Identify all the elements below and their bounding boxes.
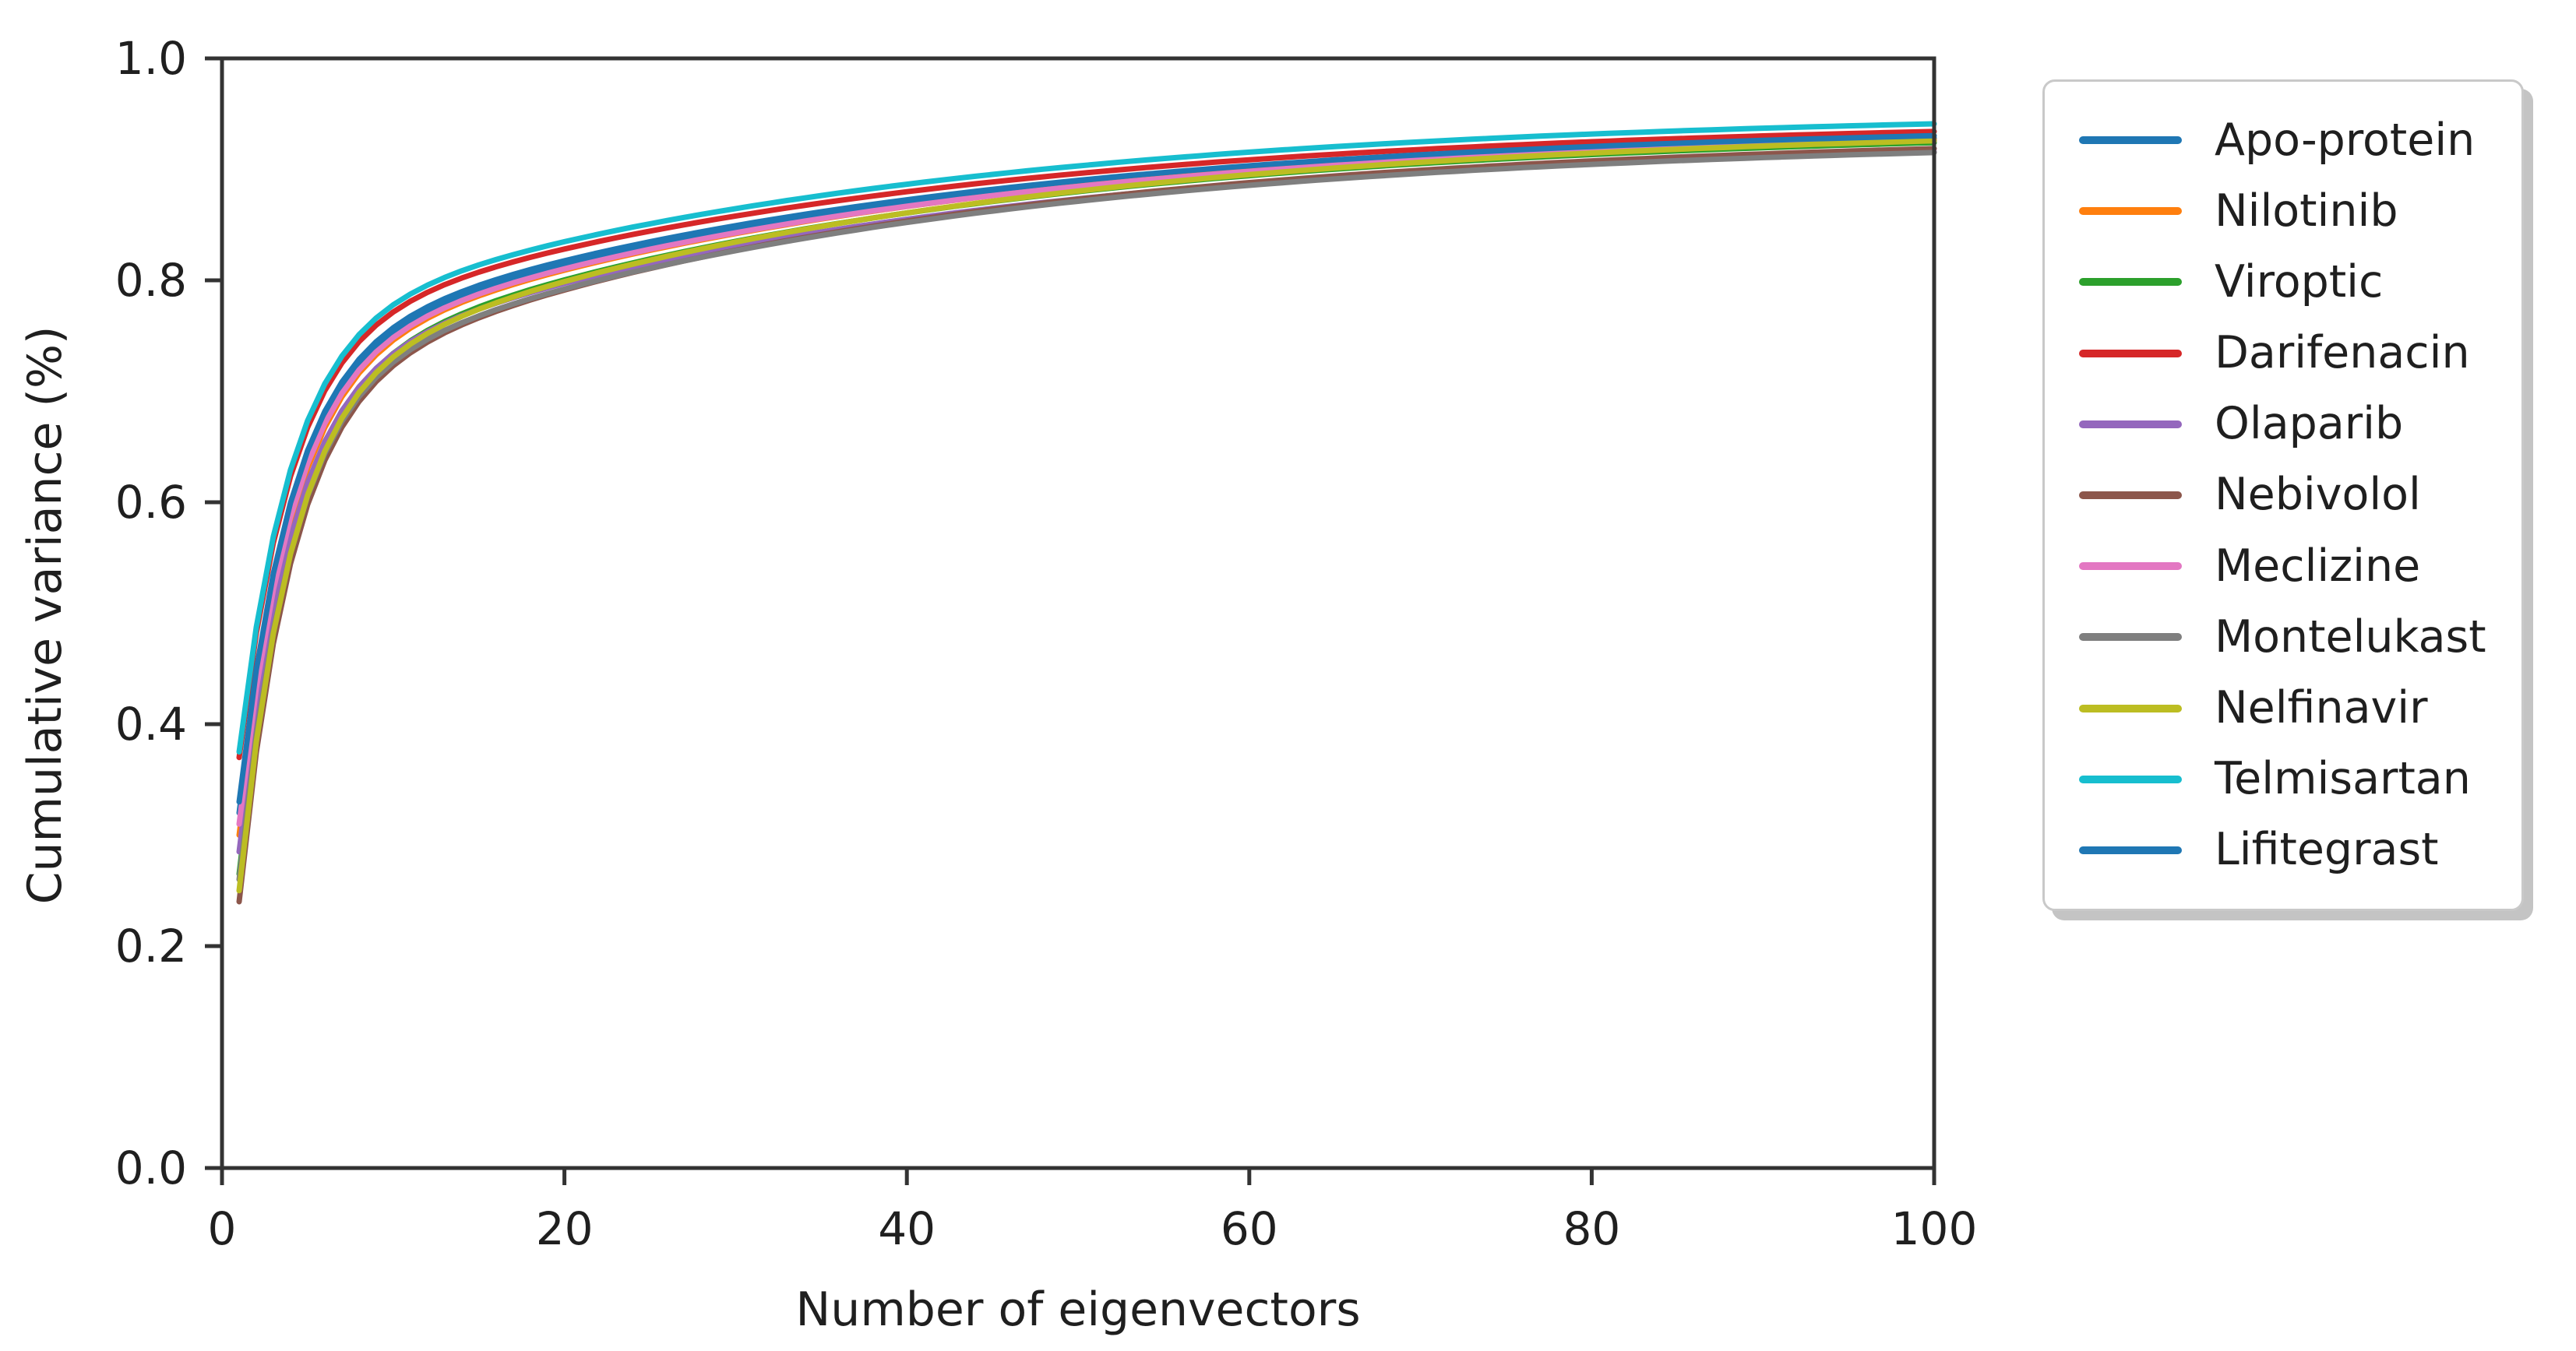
legend-item: Telmisartan: [2079, 755, 2498, 804]
y-tick-label: 0.4: [115, 698, 187, 751]
curve-group: [236, 121, 1937, 905]
series-line-apo-protein: [236, 135, 1937, 816]
series-line-nilotinib: [236, 136, 1937, 838]
legend-line-swatch: [2079, 136, 2182, 144]
x-tick-label: 20: [536, 1202, 594, 1255]
series-line-nelfinavir: [236, 138, 1937, 894]
tick-label-group: 0 20 40 60 80 100 0.0 0.2 0.4 0.6 0.8 1.0: [115, 32, 1978, 1255]
legend-label: Meclizine: [2215, 540, 2421, 592]
legend-label: Montelukast: [2215, 610, 2486, 663]
legend-label: Lifitegrast: [2215, 824, 2439, 876]
legend-line-swatch: [2079, 491, 2182, 499]
series-line-viroptic: [236, 139, 1937, 877]
legend-line-swatch: [2079, 562, 2182, 571]
x-tick-label: 100: [1891, 1202, 1978, 1255]
legend-item: Darifenacin: [2079, 329, 2498, 378]
x-tick-label: 0: [208, 1202, 237, 1255]
x-tick-label: 40: [878, 1202, 936, 1255]
y-tick-label: 0.8: [115, 254, 187, 307]
series-line-telmisartan: [236, 121, 1937, 755]
legend-label: Nilotinib: [2215, 185, 2398, 237]
legend-line-swatch: [2079, 846, 2182, 854]
y-tick-label: 1.0: [115, 32, 187, 85]
legend-item: Olaparib: [2079, 400, 2498, 449]
legend: Apo-protein Nilotinib Viroptic Darifenac…: [2042, 79, 2524, 911]
x-tick-label: 80: [1563, 1202, 1620, 1255]
legend-item: Nilotinib: [2079, 187, 2498, 235]
legend-label: Darifenacin: [2215, 327, 2470, 379]
legend-item: Meclizine: [2079, 542, 2498, 590]
legend-item: Viroptic: [2079, 258, 2498, 306]
series-line-darifenacin: [236, 128, 1937, 761]
legend-label: Telmisartan: [2215, 753, 2471, 805]
legend-label: Nebivolol: [2215, 469, 2421, 521]
legend-item: Lifitegrast: [2079, 826, 2498, 874]
x-tick-label: 60: [1221, 1202, 1278, 1255]
legend-line-swatch: [2079, 349, 2182, 357]
series-line-olaparib: [236, 149, 1937, 855]
legend-label: Viroptic: [2215, 255, 2384, 308]
legend-item: Nelfinavir: [2079, 684, 2498, 733]
y-tick-label: 0.0: [115, 1142, 187, 1194]
legend-item: Montelukast: [2079, 613, 2498, 661]
tick-group: [205, 56, 1936, 1185]
legend-item: Apo-protein: [2079, 116, 2498, 164]
series-line-lifitegrast: [236, 132, 1937, 805]
y-tick-label: 0.6: [115, 476, 187, 529]
legend-item: Nebivolol: [2079, 471, 2498, 519]
legend-label: Olaparib: [2215, 398, 2404, 450]
series-line-montelukast: [236, 150, 1937, 882]
legend-line-swatch: [2079, 278, 2182, 287]
legend-line-swatch: [2079, 775, 2182, 783]
legend-line-swatch: [2079, 207, 2182, 216]
legend-label: Nelfinavir: [2215, 682, 2428, 734]
legend-line-swatch: [2079, 633, 2182, 642]
legend-label: Apo-protein: [2215, 114, 2476, 166]
legend-line-swatch: [2079, 420, 2182, 428]
x-axis-label: Number of eigenvectors: [795, 1282, 1360, 1337]
legend-line-swatch: [2079, 704, 2182, 712]
y-tick-label: 0.2: [115, 920, 187, 973]
y-axis-label: Cumulative variance (%): [18, 326, 72, 905]
series-line-meclizine: [236, 138, 1937, 827]
plot-spines: [220, 56, 1936, 1170]
